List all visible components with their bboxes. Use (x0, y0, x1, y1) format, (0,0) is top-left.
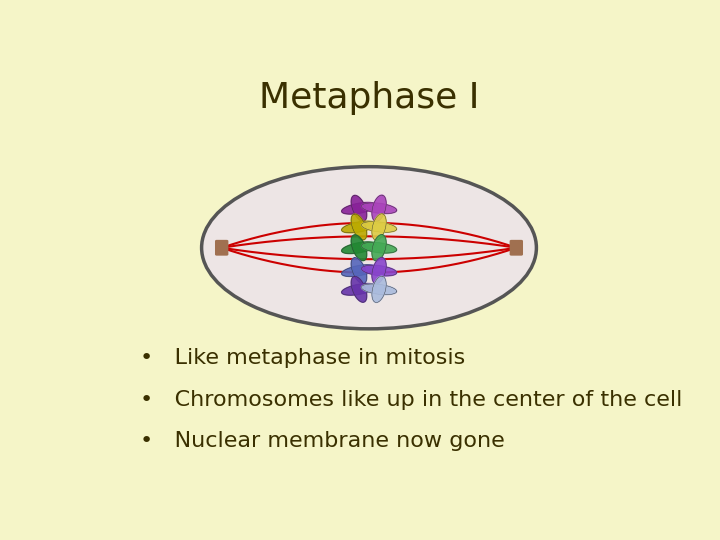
Polygon shape (342, 202, 377, 214)
Text: •   Chromosomes like up in the center of the cell: • Chromosomes like up in the center of t… (140, 390, 683, 410)
Polygon shape (342, 284, 377, 295)
Polygon shape (361, 265, 397, 276)
Polygon shape (342, 221, 377, 233)
FancyBboxPatch shape (215, 240, 228, 255)
Polygon shape (342, 265, 377, 276)
FancyBboxPatch shape (510, 240, 523, 255)
Polygon shape (351, 276, 366, 302)
Polygon shape (361, 284, 397, 295)
Polygon shape (372, 276, 386, 302)
Polygon shape (361, 242, 397, 253)
Polygon shape (351, 195, 366, 221)
Text: •   Like metaphase in mitosis: • Like metaphase in mitosis (140, 348, 465, 368)
Polygon shape (361, 203, 397, 213)
Text: •   Nuclear membrane now gone: • Nuclear membrane now gone (140, 431, 505, 451)
Ellipse shape (202, 167, 536, 329)
Polygon shape (351, 214, 366, 240)
Polygon shape (372, 214, 386, 240)
Polygon shape (372, 235, 386, 261)
Polygon shape (361, 221, 397, 232)
Polygon shape (372, 258, 386, 284)
Text: Metaphase I: Metaphase I (258, 82, 480, 116)
Polygon shape (342, 242, 377, 254)
Polygon shape (351, 258, 366, 284)
Polygon shape (351, 235, 366, 261)
Polygon shape (372, 195, 386, 221)
